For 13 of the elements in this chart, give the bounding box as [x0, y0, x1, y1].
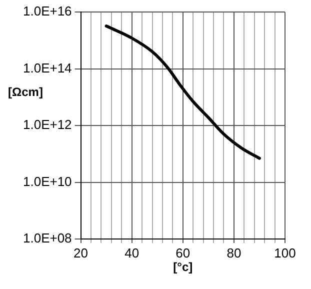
x-tick-label: 60 [176, 245, 190, 260]
x-tick-label: 80 [226, 245, 242, 260]
line-series [104, 24, 261, 160]
x-tick-label: 100 [274, 245, 296, 260]
y-tick-label: 1.0E+14 [23, 60, 72, 76]
y-tick-label: 1.0E+10 [23, 174, 72, 189]
y-axis-title: [Ωcm] [8, 84, 43, 99]
y-tick-label: 1.0E+16 [23, 4, 72, 19]
x-tick-label: 40 [124, 245, 140, 260]
y-tick-label: 1.0E+12 [23, 117, 72, 132]
x-tick-label: 20 [74, 245, 88, 260]
y-tick-label: 1.0E+08 [23, 230, 72, 246]
x-axis-title: [°c] [173, 260, 193, 274]
